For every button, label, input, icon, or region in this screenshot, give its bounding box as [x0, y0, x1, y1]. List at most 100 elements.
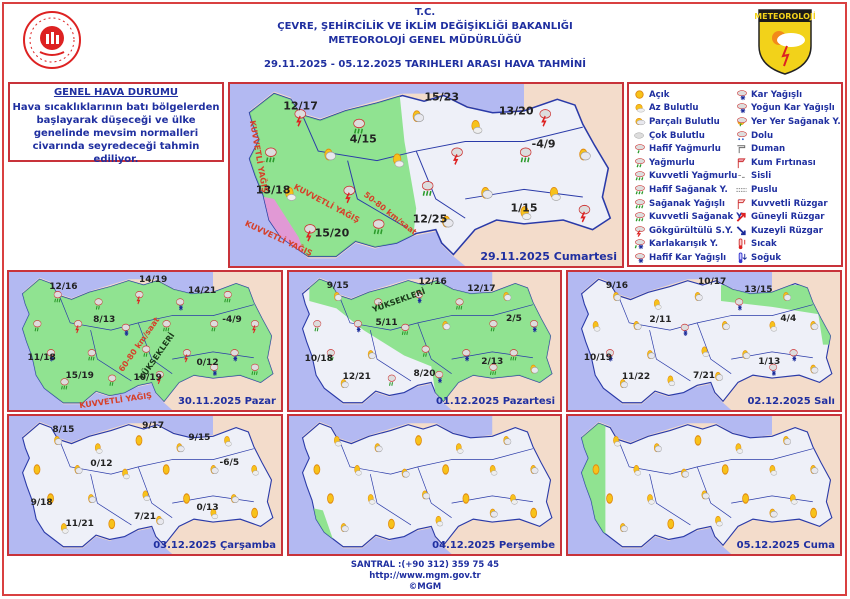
parcali-bulutlu-icon	[340, 379, 349, 389]
acik-icon	[721, 464, 729, 475]
temp-label: 0/12	[196, 358, 219, 369]
parcali-bulutlu-icon	[340, 523, 349, 533]
sea	[9, 272, 213, 410]
legend-item-yogun-kar: Yoğun Kar Yağışlı	[735, 102, 843, 116]
kar-icon	[46, 349, 55, 362]
yagmurlu-icon	[94, 298, 103, 310]
turkey-land	[580, 278, 833, 404]
legend-label: Sağanak Yağışlı	[649, 198, 725, 209]
parcali-bulutlu-icon	[530, 364, 539, 374]
legend-label: Çok Bulutlu	[649, 130, 705, 141]
temp-label: 9/15	[326, 280, 349, 291]
acik-icon	[462, 493, 470, 504]
legend-item-yagmurlu: Yağmurlu	[633, 156, 735, 170]
az-bulutlu-icon	[142, 490, 151, 501]
kar-icon	[789, 349, 798, 362]
acik-icon	[135, 435, 143, 446]
legend-item-kuvvetli-saganak: Kuvvetli Sağanak Y	[633, 210, 742, 224]
svg-text:METEOROLOJİ: METEOROLOJİ	[755, 11, 815, 21]
az-bulutlu-icon	[633, 465, 642, 476]
general-weather-box: GENEL HAVA DURUMU Hava sıcaklıklarının b…	[8, 82, 224, 165]
temp-label: 9/18	[30, 497, 53, 508]
temp-label: 8/15	[52, 424, 75, 435]
sisli-icon	[738, 175, 745, 179]
hafif-yagmurlu-icon	[635, 144, 645, 154]
az-bulutlu-icon	[520, 206, 532, 221]
az-bulutlu-icon	[735, 443, 744, 454]
acik-icon	[742, 493, 749, 504]
temp-label: 2/5	[506, 313, 522, 324]
temp-label: 5/11	[375, 318, 398, 329]
az-bulutlu-icon	[769, 321, 778, 332]
region-border	[618, 441, 813, 526]
acik-icon	[442, 464, 449, 475]
legend-item-az-bulutlu: Az Bulutlu	[633, 102, 735, 116]
legend-item-hafif-kar: Hafif Kar Yağışlı	[633, 251, 735, 265]
parcali-bulutlu-icon	[333, 291, 342, 301]
map-date-label: 30.11.2025 Pazar	[177, 396, 276, 407]
parcali-bulutlu-icon	[54, 435, 63, 445]
temp-label: 8/20	[413, 369, 436, 380]
az-bulutlu-icon	[635, 104, 645, 113]
saganak-icon	[60, 378, 69, 390]
header-directorate: METEOROLOJİ GENEL MÜDÜRLÜĞÜ	[328, 35, 522, 46]
gokgurultulu-icon	[451, 147, 463, 166]
temp-label: 12/21	[342, 371, 371, 382]
temp-label: -6/5	[219, 457, 240, 468]
legend-label: Duman	[751, 144, 786, 155]
parcali-bulutlu-icon	[374, 443, 383, 453]
kar-icon	[680, 323, 689, 337]
legend-label: Kar Yağışlı	[751, 89, 803, 100]
az-bulutlu-icon	[653, 299, 662, 310]
kar-icon	[530, 320, 539, 333]
saganak-icon	[223, 291, 232, 303]
legend-label: Güneyli Rüzgar	[751, 212, 825, 223]
region-border	[303, 117, 583, 229]
az-bulutlu-icon	[789, 494, 798, 505]
map-date-label: 05.12.2025 Cuma	[736, 540, 835, 551]
legend-label: Dolu	[751, 130, 774, 141]
gokgurultulu-icon	[135, 291, 144, 305]
yagmurlu-icon	[210, 320, 219, 332]
parcali-bulutlu-icon	[619, 523, 628, 533]
az-bulutlu-icon	[60, 523, 69, 534]
parcali-bulutlu-icon	[653, 443, 662, 453]
az-bulutlu-icon	[701, 346, 710, 357]
duman-icon	[737, 145, 746, 154]
turkey-map	[568, 272, 833, 410]
acik-icon	[108, 518, 116, 530]
yer-yer-saganak-icon	[737, 117, 747, 127]
website-link[interactable]: http://www.mgm.gov.tr	[369, 571, 481, 581]
acik-icon	[667, 518, 675, 530]
kar-icon	[210, 363, 219, 377]
az-bulutlu-icon	[210, 508, 219, 520]
temp-label: -4/9	[531, 137, 556, 151]
acik-icon	[810, 507, 817, 519]
region-border	[339, 297, 533, 382]
map-date-label: 03.12.2025 Çarşamba	[153, 540, 276, 551]
legend-item-saganak: Sağanak Yağışlı	[633, 197, 735, 211]
acik-icon	[530, 507, 538, 519]
temp-label: 13/18	[255, 183, 291, 197]
gokgurultulu-icon	[578, 204, 591, 223]
header-ministry: ÇEVRE, ŞEHİRCİLİK VE İKLİM DEĞİŞİKLİĞİ B…	[277, 21, 573, 32]
yagmurlu-icon	[387, 374, 396, 386]
yagmurlu-icon	[421, 345, 430, 357]
parcali-bulutlu-icon	[715, 371, 724, 381]
temp-label: 0/13	[196, 503, 219, 514]
parcali-bulutlu-icon	[742, 350, 751, 359]
acik-icon	[162, 464, 170, 475]
kuvvetli-ruzgar-icon	[737, 198, 746, 209]
saganak-icon	[250, 363, 259, 376]
legend-label: Yağmurlu	[649, 157, 695, 168]
parcali-bulutlu-icon	[401, 468, 410, 478]
yagmurlu-icon	[489, 320, 498, 332]
legend-label: Gökgürültülü S.Y.	[649, 225, 734, 236]
soguk-icon	[738, 252, 747, 263]
temp-label: 2/13	[481, 356, 504, 367]
header-date-range: 29.11.2025 - 05.12.2025 TARIHLERI ARASI …	[263, 59, 586, 70]
kar-icon	[435, 370, 444, 384]
acik-icon	[415, 435, 422, 446]
az-bulutlu-icon	[285, 186, 297, 201]
parcali-bulutlu-icon	[442, 215, 454, 228]
